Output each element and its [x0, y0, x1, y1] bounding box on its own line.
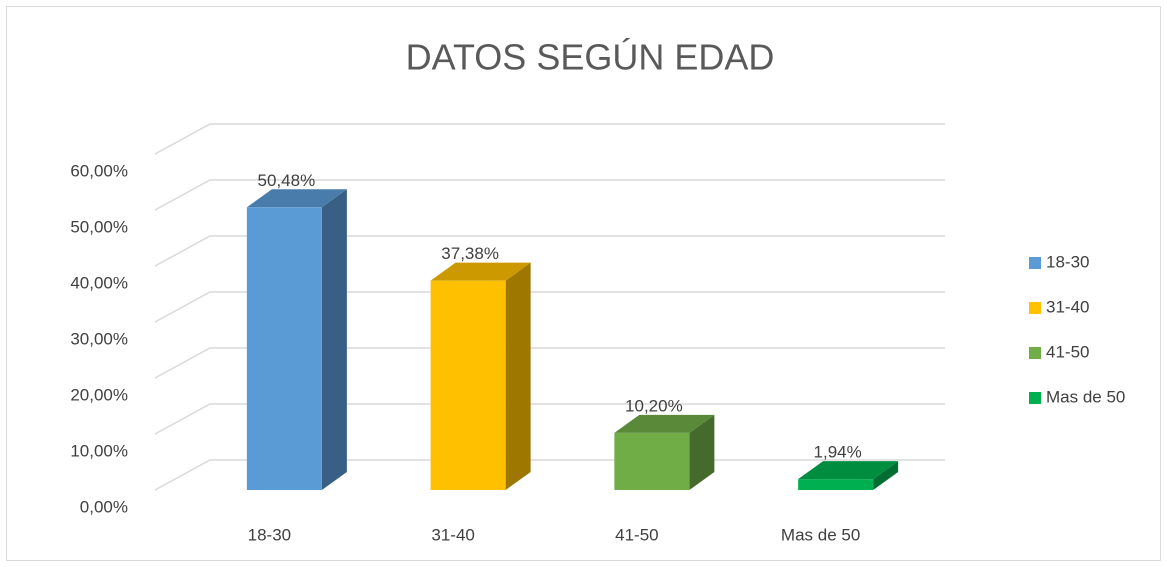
- y-tick-label: 30,00%: [70, 329, 128, 348]
- legend-label: Mas de 50: [1046, 387, 1125, 406]
- y-tick-label: 40,00%: [70, 273, 128, 292]
- x-tick-label: 18-30: [248, 525, 291, 544]
- y-tick-label: 10,00%: [70, 441, 128, 460]
- bar-top: [798, 461, 899, 480]
- bar-side: [689, 414, 715, 490]
- grid-line: [154, 347, 945, 379]
- bar: [798, 479, 874, 490]
- bar-top: [430, 262, 531, 281]
- data-label: 50,48%: [258, 171, 316, 190]
- legend-label: 31-40: [1046, 297, 1089, 316]
- bar: [614, 432, 690, 490]
- chart-title: DATOS SEGÚN EDAD: [406, 37, 775, 78]
- x-tick-label: Mas de 50: [781, 525, 860, 544]
- data-label: 10,20%: [625, 396, 683, 415]
- bar-side: [505, 262, 531, 490]
- legend-label: 41-50: [1046, 342, 1089, 361]
- y-tick-label: 60,00%: [70, 161, 128, 180]
- bar-side: [873, 461, 899, 490]
- y-tick-label: 20,00%: [70, 385, 128, 404]
- legend-swatch: [1029, 257, 1041, 269]
- grid-line: [154, 403, 945, 435]
- grid-line: [154, 291, 945, 323]
- y-tick-label: 50,00%: [70, 217, 128, 236]
- legend-label: 18-30: [1046, 252, 1089, 271]
- bar: [430, 280, 506, 490]
- grid-line: [154, 123, 945, 155]
- x-tick-label: 41-50: [615, 525, 658, 544]
- legend-swatch: [1029, 302, 1041, 314]
- legend-swatch: [1029, 347, 1041, 359]
- bar-top: [246, 189, 347, 208]
- data-label: 1,94%: [814, 443, 862, 462]
- y-tick-label: 0,00%: [80, 497, 128, 516]
- bar: [246, 207, 322, 490]
- bar-side: [321, 189, 347, 490]
- legend-swatch: [1029, 392, 1041, 404]
- bar-top: [614, 414, 715, 433]
- grid-line: [154, 179, 945, 211]
- data-label: 37,38%: [441, 244, 499, 263]
- x-tick-label: 31-40: [431, 525, 474, 544]
- chart-border: [6, 6, 1161, 561]
- grid-line: [154, 235, 945, 267]
